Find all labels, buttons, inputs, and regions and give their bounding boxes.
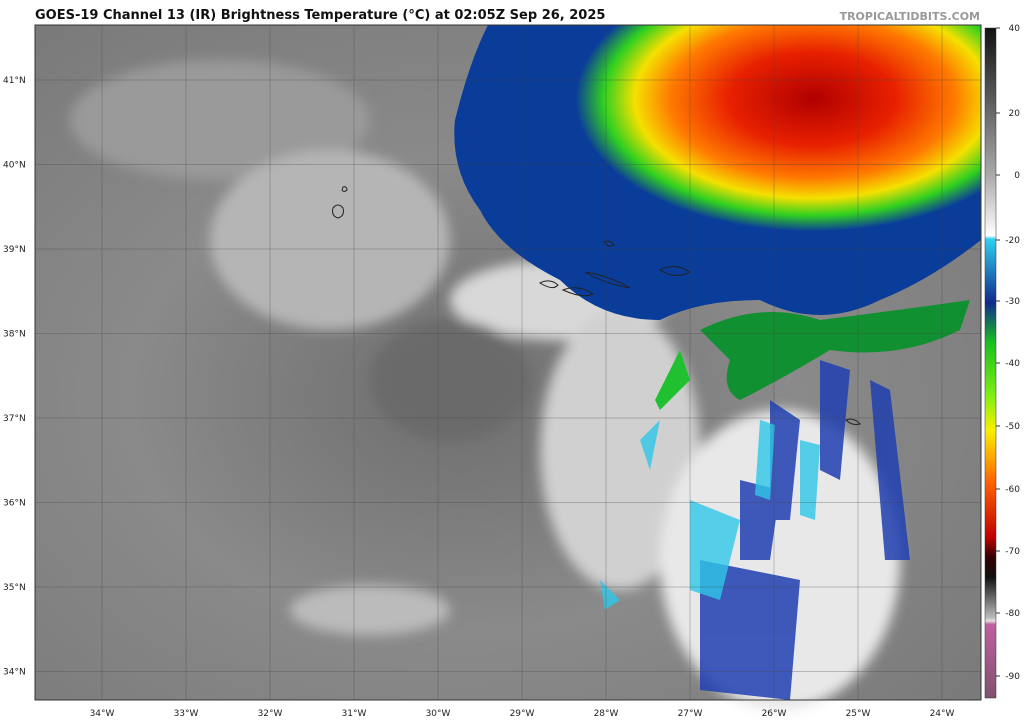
lat-label: 38°N: [3, 330, 26, 340]
lon-label: 30°W: [426, 709, 451, 719]
lat-label: 40°N: [3, 161, 26, 171]
lat-label: 35°N: [3, 583, 26, 593]
colorbar-label: -50: [1005, 422, 1020, 432]
lon-label: 27°W: [678, 709, 703, 719]
lat-label: 39°N: [3, 245, 26, 255]
lon-label: 33°W: [174, 709, 199, 719]
lat-label: 36°N: [3, 499, 26, 509]
lat-label: 34°N: [3, 668, 26, 678]
colorbar-label: -70: [1005, 547, 1020, 557]
colorbar-label: 0: [1014, 171, 1020, 181]
colorbar-label: -30: [1005, 297, 1020, 307]
lat-label: 41°N: [3, 76, 26, 86]
colorbar-label: -90: [1005, 672, 1020, 682]
imagery: [35, 25, 981, 710]
colorbar-label: 40: [1009, 24, 1021, 34]
lon-label: 32°W: [258, 709, 283, 719]
colorbar: [984, 27, 997, 699]
colorbar-label: -80: [1005, 609, 1020, 619]
lon-label: 34°W: [90, 709, 115, 719]
map-frame: [34, 24, 982, 701]
lon-label: 28°W: [594, 709, 619, 719]
lon-label: 25°W: [846, 709, 871, 719]
lon-label: 24°W: [930, 709, 955, 719]
source: TROPICALTIDBITS.COM: [840, 10, 980, 23]
lon-label: 31°W: [342, 709, 367, 719]
colorbar-label: 20: [1009, 109, 1021, 119]
lon-label: 29°W: [510, 709, 535, 719]
graticule: [35, 25, 981, 700]
lon-label: 26°W: [762, 709, 787, 719]
colorbar-label: -60: [1005, 485, 1020, 495]
colorbar-label: -40: [1005, 359, 1020, 369]
title: GOES-19 Channel 13 (IR) Brightness Tempe…: [35, 8, 605, 23]
colorbar-label: -20: [1005, 236, 1020, 246]
lat-label: 37°N: [3, 414, 26, 424]
